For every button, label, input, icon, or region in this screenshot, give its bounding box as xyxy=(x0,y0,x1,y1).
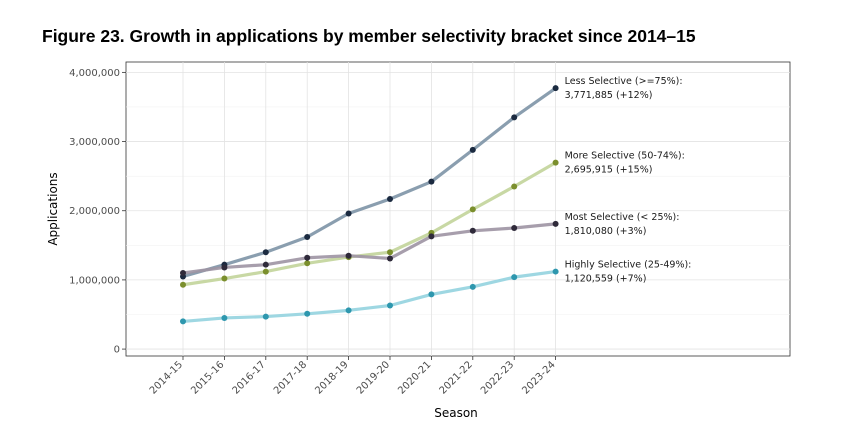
series-end-value: 2,695,915 (+15%) xyxy=(565,165,653,176)
data-point xyxy=(221,275,228,282)
data-point xyxy=(511,274,518,281)
data-point xyxy=(552,268,559,275)
x-tick-label: 2020-21 xyxy=(396,359,433,396)
data-point xyxy=(428,178,435,185)
data-point xyxy=(511,114,518,121)
data-point xyxy=(387,302,393,309)
data-point xyxy=(304,260,311,267)
series-line xyxy=(181,269,558,324)
data-point xyxy=(304,310,311,317)
x-tick-label: 2017-18 xyxy=(272,359,309,396)
data-point xyxy=(345,307,352,314)
data-point xyxy=(387,249,393,256)
data-point xyxy=(304,254,311,261)
data-point xyxy=(511,225,518,232)
data-point xyxy=(221,264,228,271)
series-end-label: Most Selective (< 25%): xyxy=(565,212,680,223)
plot-panel xyxy=(125,61,791,357)
data-point xyxy=(387,255,393,262)
data-point xyxy=(221,314,228,321)
data-point xyxy=(345,252,352,259)
data-point xyxy=(387,195,393,202)
x-axis-title: Season xyxy=(434,406,478,420)
x-tick-label: 2019-20 xyxy=(355,359,392,396)
x-tick-label: 2022-23 xyxy=(479,359,516,396)
y-tick-label: 4,000,000 xyxy=(69,68,120,79)
x-tick-label: 2023-24 xyxy=(520,359,557,396)
data-point xyxy=(469,146,476,153)
data-point xyxy=(552,85,559,92)
data-point xyxy=(469,206,476,213)
data-point xyxy=(180,318,186,325)
data-point xyxy=(428,291,435,298)
series-line xyxy=(181,160,558,287)
data-point xyxy=(180,281,186,288)
grid-layer xyxy=(126,62,790,356)
y-tick-label: 3,000,000 xyxy=(69,137,120,148)
data-point xyxy=(552,159,559,166)
data-point xyxy=(345,210,352,217)
x-tick-label: 2018-19 xyxy=(313,359,350,396)
figure-title: Figure 23. Growth in applications by mem… xyxy=(42,26,696,46)
x-tick-label: 2016-17 xyxy=(231,359,268,396)
series-line xyxy=(181,86,558,279)
series-end-value: 1,120,559 (+7%) xyxy=(565,274,647,285)
series-end-value: 3,771,885 (+12%) xyxy=(565,90,653,101)
data-point xyxy=(428,233,435,240)
series-line xyxy=(181,222,558,275)
data-point xyxy=(552,220,559,227)
data-point xyxy=(262,261,269,268)
data-point xyxy=(180,269,186,276)
data-point xyxy=(262,249,269,256)
data-point xyxy=(469,227,476,234)
data-point xyxy=(262,268,269,275)
x-tick-label: 2015-16 xyxy=(189,359,226,396)
label-layer: Less Selective (>=75%): 3,771,885 (+12%) M… xyxy=(565,76,692,284)
data-point xyxy=(469,283,476,290)
series-end-value: 1,810,080 (+3%) xyxy=(565,226,647,237)
series-end-label: More Selective (50-74%): xyxy=(565,151,685,162)
series-end-label: Less Selective (>=75%): xyxy=(565,76,683,87)
y-tick-label: 2,000,000 xyxy=(69,206,120,217)
series-end-label: Highly Selective (25-49%): xyxy=(565,260,692,271)
y-tick-label: 1,000,000 xyxy=(69,275,120,286)
x-tick-label: 2021-22 xyxy=(438,359,475,396)
data-point xyxy=(262,313,269,320)
series-layer xyxy=(180,85,559,325)
data-point xyxy=(304,234,311,241)
y-axis-title: Applications xyxy=(46,172,60,245)
data-point xyxy=(511,183,518,190)
y-tick-label: 0 xyxy=(114,345,120,356)
x-tick-label: 2014-15 xyxy=(148,359,185,396)
